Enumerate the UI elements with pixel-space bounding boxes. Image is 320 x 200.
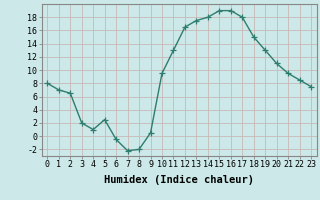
X-axis label: Humidex (Indice chaleur): Humidex (Indice chaleur) xyxy=(104,175,254,185)
